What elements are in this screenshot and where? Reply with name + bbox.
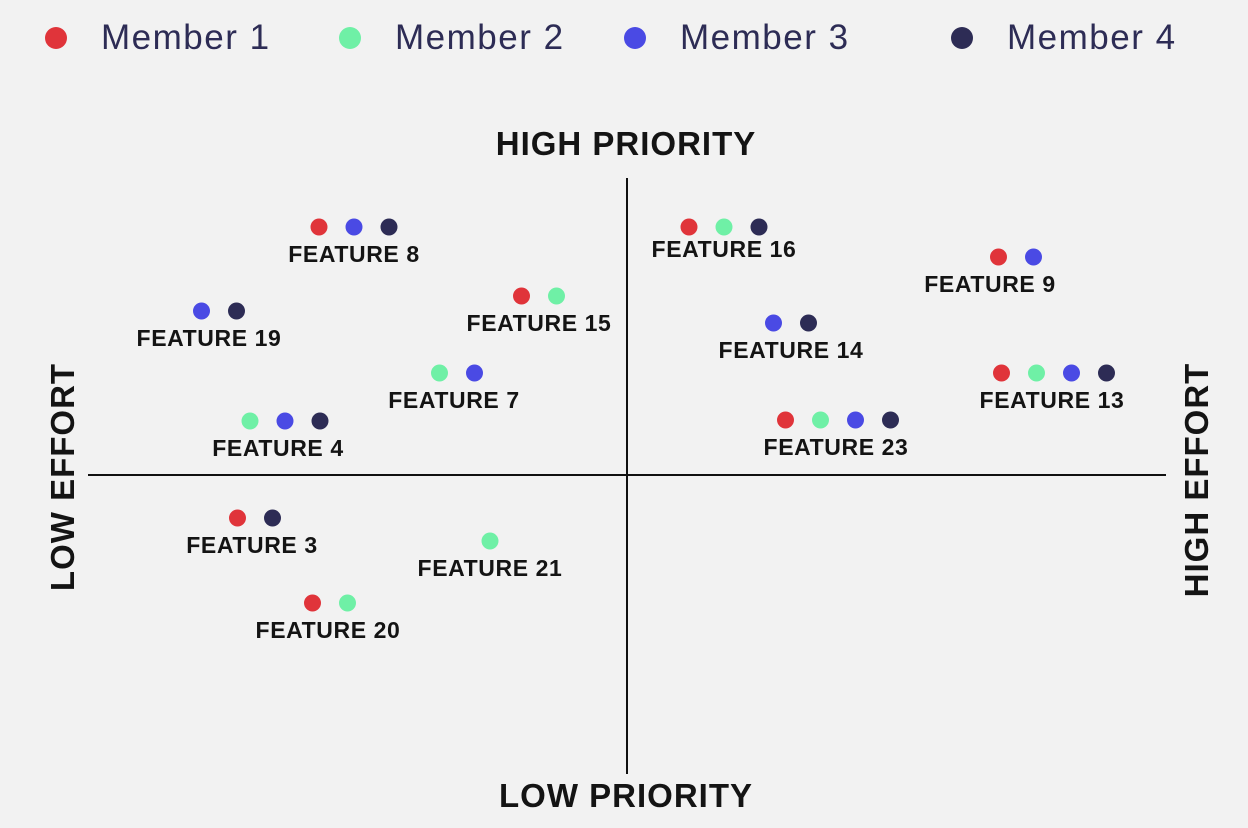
feature-4-vote-member-3 bbox=[276, 412, 294, 430]
feature-9-vote-member-1 bbox=[990, 248, 1007, 266]
feature-8-votes bbox=[310, 218, 398, 236]
axis-label-low-priority: LOW PRIORITY bbox=[499, 777, 753, 814]
legend-item-member-1: Member 1 bbox=[45, 18, 271, 58]
axis-label-low-effort: LOW EFFORT bbox=[44, 362, 81, 592]
feature-13-vote-member-1 bbox=[993, 364, 1010, 382]
member-1-dot bbox=[45, 27, 67, 49]
member-4-dot bbox=[951, 27, 973, 49]
legend-label-member-4: Member 4 bbox=[1007, 18, 1177, 57]
feature-23-vote-member-4 bbox=[882, 411, 899, 429]
feature-8-label: FEATURE 8 bbox=[288, 241, 420, 267]
feature-9-vote-member-3 bbox=[1025, 248, 1042, 266]
feature-8-vote-member-1 bbox=[310, 218, 328, 236]
legend: Member 1 Member 2 Member 3 Member 4 bbox=[0, 0, 1248, 75]
feature-9-votes bbox=[990, 248, 1042, 266]
feature-14-vote-member-4 bbox=[800, 314, 817, 332]
feature-21-label: FEATURE 21 bbox=[417, 555, 563, 581]
feature-3-label: FEATURE 3 bbox=[186, 532, 318, 558]
legend-item-member-2: Member 2 bbox=[339, 18, 565, 58]
feature-7-vote-member-2 bbox=[431, 364, 448, 382]
feature-8-vote-member-4 bbox=[380, 218, 398, 236]
axis-label-high-priority: HIGH PRIORITY bbox=[495, 125, 757, 162]
feature-23-label: FEATURE 23 bbox=[763, 434, 909, 460]
member-3-dot bbox=[624, 27, 646, 49]
feature-16-vote-member-1 bbox=[680, 218, 698, 236]
feature-14-votes bbox=[765, 314, 817, 332]
member-2-dot bbox=[339, 27, 361, 49]
feature-23-vote-member-1 bbox=[777, 411, 794, 429]
feature-21-vote-member-2 bbox=[481, 532, 499, 550]
feature-3-votes bbox=[229, 509, 281, 527]
feature-7-label: FEATURE 7 bbox=[388, 387, 520, 413]
feature-19-label: FEATURE 19 bbox=[136, 325, 282, 351]
feature-20-votes bbox=[304, 594, 356, 612]
feature-19-vote-member-4 bbox=[228, 302, 245, 320]
feature-4-label: FEATURE 4 bbox=[212, 435, 344, 461]
feature-13-votes bbox=[993, 364, 1115, 382]
feature-15-votes bbox=[513, 287, 565, 305]
horizontal-axis-line bbox=[88, 474, 1166, 476]
feature-20-label: FEATURE 20 bbox=[255, 617, 401, 643]
feature-3-vote-member-4 bbox=[264, 509, 281, 527]
feature-16-vote-member-4 bbox=[750, 218, 768, 236]
feature-13-label: FEATURE 13 bbox=[979, 387, 1125, 413]
feature-15-vote-member-1 bbox=[513, 287, 530, 305]
legend-item-member-3: Member 3 bbox=[624, 18, 850, 58]
vertical-axis-line bbox=[626, 178, 628, 774]
feature-20-vote-member-2 bbox=[339, 594, 356, 612]
feature-16-vote-member-2 bbox=[715, 218, 733, 236]
feature-13-vote-member-3 bbox=[1063, 364, 1080, 382]
feature-3-vote-member-1 bbox=[229, 509, 246, 527]
feature-19-vote-member-3 bbox=[193, 302, 210, 320]
feature-16-votes bbox=[680, 218, 768, 236]
feature-9-label: FEATURE 9 bbox=[924, 271, 1056, 297]
feature-7-vote-member-3 bbox=[466, 364, 483, 382]
feature-4-vote-member-2 bbox=[241, 412, 259, 430]
feature-4-votes bbox=[241, 412, 329, 430]
feature-15-vote-member-2 bbox=[548, 287, 565, 305]
axis-label-high-effort: HIGH EFFORT bbox=[1178, 362, 1215, 598]
legend-label-member-2: Member 2 bbox=[395, 18, 565, 57]
legend-label-member-1: Member 1 bbox=[101, 18, 271, 57]
feature-21-votes bbox=[481, 532, 499, 550]
feature-4-vote-member-4 bbox=[311, 412, 329, 430]
feature-8-vote-member-3 bbox=[345, 218, 363, 236]
feature-15-label: FEATURE 15 bbox=[466, 310, 612, 336]
feature-13-vote-member-2 bbox=[1028, 364, 1045, 382]
feature-19-votes bbox=[193, 302, 245, 320]
feature-13-vote-member-4 bbox=[1098, 364, 1115, 382]
feature-16-label: FEATURE 16 bbox=[651, 236, 797, 262]
feature-20-vote-member-1 bbox=[304, 594, 321, 612]
feature-14-vote-member-3 bbox=[765, 314, 782, 332]
feature-14-label: FEATURE 14 bbox=[718, 337, 864, 363]
legend-item-member-4: Member 4 bbox=[951, 18, 1177, 58]
feature-23-vote-member-3 bbox=[847, 411, 864, 429]
feature-23-vote-member-2 bbox=[812, 411, 829, 429]
feature-7-votes bbox=[431, 364, 483, 382]
feature-23-votes bbox=[777, 411, 899, 429]
legend-label-member-3: Member 3 bbox=[680, 18, 850, 57]
